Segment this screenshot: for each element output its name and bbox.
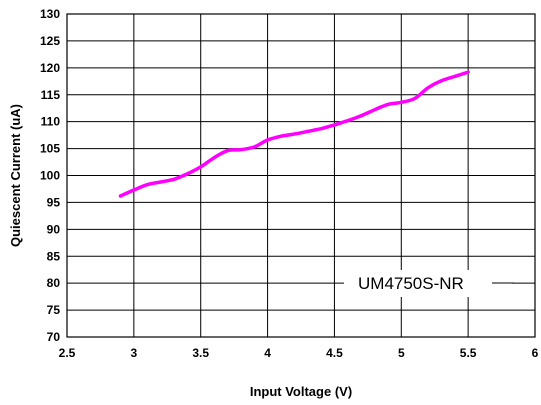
data-point <box>400 101 403 104</box>
x-tick-label: 6 <box>532 346 539 360</box>
data-point <box>373 109 376 111</box>
data-point <box>387 103 389 106</box>
data-point <box>159 181 162 183</box>
y-tick-label: 120 <box>40 61 60 75</box>
x-axis-title: Input Voltage (V) <box>250 384 352 399</box>
data-point <box>119 195 122 197</box>
data-point <box>333 124 336 126</box>
data-point <box>347 119 349 122</box>
data-point <box>213 156 215 159</box>
data-point <box>413 97 416 100</box>
data-point <box>199 166 202 168</box>
x-tick-label: 4 <box>264 346 271 360</box>
y-tick-label: 105 <box>40 142 60 156</box>
x-tick-label: 3.5 <box>192 346 209 360</box>
plot-frame <box>66 13 536 338</box>
annotation-background <box>344 270 512 297</box>
data-point <box>146 183 148 186</box>
y-tick-label: 80 <box>47 276 61 290</box>
annotation-group: UM4750S-NR <box>344 270 514 297</box>
data-point <box>266 139 269 141</box>
data-point <box>133 189 135 191</box>
y-tick-label: 130 <box>40 7 60 21</box>
data-point <box>467 71 469 73</box>
y-tick-label: 75 <box>47 303 61 317</box>
data-point <box>293 133 296 135</box>
data-point <box>240 148 242 151</box>
y-tick-label: 110 <box>41 115 61 129</box>
data-point <box>280 135 282 137</box>
x-tick-label: 5 <box>398 346 405 360</box>
data-point <box>440 80 443 82</box>
y-tick-label: 100 <box>40 169 60 183</box>
series-layer <box>118 70 470 198</box>
data-point <box>253 146 255 148</box>
grid <box>66 13 536 338</box>
y-tick-label: 125 <box>40 34 60 48</box>
annotation-text: UM4750S-NR <box>358 274 464 293</box>
data-point <box>173 178 175 181</box>
data-point <box>186 173 189 175</box>
y-tick-label: 90 <box>47 222 61 236</box>
x-tick-label: 3 <box>131 346 138 360</box>
x-tick-label: 2.5 <box>59 346 76 360</box>
data-point <box>226 149 229 152</box>
y-tick-label: 70 <box>47 330 61 344</box>
y-tick-label: 95 <box>47 195 61 209</box>
data-point <box>306 130 309 133</box>
x-tick-label: 4.5 <box>326 346 343 360</box>
y-axis-title: Quiescent Current (uA) <box>8 104 23 247</box>
data-point <box>320 127 322 130</box>
data-point <box>427 87 429 89</box>
y-tick-label: 85 <box>47 249 61 263</box>
x-tick-label: 5.5 <box>460 346 477 360</box>
data-point <box>360 114 363 117</box>
data-point <box>454 75 456 78</box>
tick-labels: 2.5 3 3.5 4 4.5 5 5.5 6 70 75 80 85 90 95 100 105 110 115… <box>40 7 539 360</box>
y-tick-label: 115 <box>41 88 61 102</box>
